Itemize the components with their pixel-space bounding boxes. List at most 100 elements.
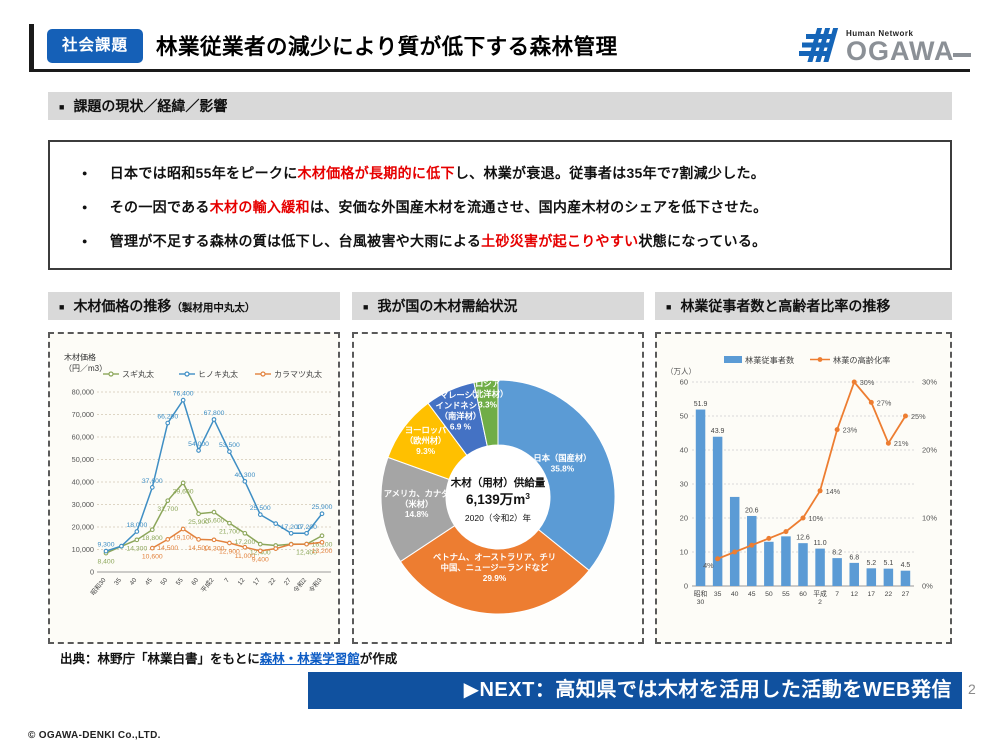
issues-box: ● 日本では昭和55年をピークに木材価格が長期的に低下し、林業が衰退。従事者は35… [48, 140, 952, 270]
svg-text:14,300: 14,300 [126, 545, 147, 552]
svg-text:27%: 27% [877, 398, 892, 407]
svg-text:11.0: 11.0 [814, 540, 827, 547]
bullet-text: 管理が不足する森林の質は低下し、台風被害や大雨による [109, 233, 482, 249]
svg-text:14%: 14% [826, 487, 841, 496]
svg-text:8.2: 8.2 [832, 550, 842, 557]
svg-text:53,500: 53,500 [219, 442, 240, 449]
svg-text:30%: 30% [922, 378, 937, 387]
bar [883, 568, 894, 586]
wood-price-line-chart: 0 10,000 20,000 30,000 40,000 50,000 60,000 70,… [64, 352, 333, 597]
svg-text:40,300: 40,300 [234, 472, 255, 479]
svg-text:10%: 10% [809, 514, 824, 523]
svg-text:20.6: 20.6 [745, 507, 759, 514]
svg-text:23%: 23% [843, 426, 858, 435]
svg-text:70,000: 70,000 [72, 410, 94, 419]
square-bullet-icon: ■ [666, 301, 672, 312]
square-bullet-icon: ■ [59, 101, 65, 112]
section-title-suffix: （製材用中丸太） [171, 302, 256, 314]
source-link[interactable]: 森林・林業学習館 [259, 652, 360, 666]
svg-text:6.8: 6.8 [849, 554, 859, 561]
svg-text:54,000: 54,000 [188, 441, 209, 448]
bar [747, 515, 757, 586]
svg-text:11,000: 11,000 [235, 553, 256, 560]
svg-text:9,300: 9,300 [97, 542, 114, 549]
bullet-text: その一因である [109, 199, 210, 215]
svg-text:18,000: 18,000 [126, 522, 147, 529]
svg-text:21,700: 21,700 [219, 529, 240, 536]
panel-wood-price-line-chart: 0 10,000 20,000 30,000 40,000 50,000 60,000 70,… [48, 332, 340, 644]
svg-text:60: 60 [680, 378, 688, 387]
svg-text:39,600: 39,600 [173, 488, 194, 495]
bullet-text: 状態になっている。 [638, 233, 767, 249]
svg-text:10,600: 10,600 [142, 554, 163, 561]
svg-text:14,500: 14,500 [188, 545, 209, 552]
next-banner: ▶NEXT：高知県では木材を活用した活動をWEB発信 [308, 672, 962, 709]
square-bullet-icon: ■ [59, 301, 65, 312]
svg-text:木材（用材）供給量: 木材（用材）供給量 [450, 476, 546, 489]
svg-text:4%: 4% [703, 561, 714, 570]
svg-text:令和2: 令和2 [291, 575, 308, 594]
svg-text:（円／m3）: （円／m3） [64, 364, 107, 373]
svg-text:27: 27 [902, 591, 910, 598]
svg-text:30: 30 [697, 599, 705, 606]
company-logo: Human Network OGAWA [798, 23, 978, 69]
svg-text:17: 17 [868, 591, 876, 598]
svg-text:25,900: 25,900 [188, 519, 209, 526]
svg-text:10,000: 10,000 [72, 545, 94, 554]
bar [781, 536, 791, 586]
svg-text:林業従事者数: 林業従事者数 [745, 355, 794, 365]
svg-text:0%: 0% [922, 582, 933, 591]
svg-text:平成2: 平成2 [198, 575, 215, 594]
svg-text:31,700: 31,700 [157, 506, 178, 513]
svg-text:ヒノキ丸太: ヒノキ丸太 [198, 369, 238, 379]
svg-text:2020（令和2）年: 2020（令和2）年 [465, 513, 532, 523]
svg-text:27: 27 [283, 577, 293, 587]
svg-text:ロシア（北洋材）3.3%: ロシア（北洋材） 3.3% [467, 379, 509, 410]
svg-text:35: 35 [714, 591, 722, 598]
source-suffix: が作成 [359, 652, 398, 666]
category-badge: 社会課題 [47, 29, 143, 63]
bar [832, 558, 842, 586]
svg-text:25,500: 25,500 [250, 505, 271, 512]
svg-text:木材価格: 木材価格 [64, 352, 96, 362]
wood-supply-donut-chart: 日本（国産材） 35.8% ベトナム、オーストラリア、チリ中国、ニュージーランドなど… [380, 379, 616, 615]
svg-text:4.5: 4.5 [901, 562, 911, 569]
svg-text:40,000: 40,000 [72, 478, 94, 487]
svg-text:13,200: 13,200 [312, 548, 333, 555]
pie-slice [399, 524, 590, 615]
svg-text:19,100: 19,100 [173, 535, 194, 542]
svg-text:10: 10 [680, 548, 688, 557]
svg-text:昭和: 昭和 [694, 589, 708, 598]
logo-hash-icon [799, 28, 839, 62]
svg-text:16,100: 16,100 [312, 541, 333, 548]
svg-text:51.9: 51.9 [694, 401, 708, 408]
header-underline [29, 69, 970, 72]
bar [849, 562, 859, 586]
svg-text:22: 22 [885, 591, 893, 598]
bar [900, 570, 911, 586]
section-title: 林業従事者数と高齢者比率の推移 [680, 298, 891, 314]
svg-text:8,400: 8,400 [97, 559, 114, 566]
svg-text:ヨーロッパ（欧州材）9.3%: ヨーロッパ（欧州材） 9.3% [405, 425, 447, 456]
svg-text:12,400: 12,400 [296, 550, 317, 557]
svg-text:令和3: 令和3 [306, 575, 323, 594]
bar [815, 548, 825, 586]
svg-text:60,000: 60,000 [72, 433, 94, 442]
svg-text:67,800: 67,800 [204, 410, 225, 417]
svg-text:5.2: 5.2 [866, 560, 876, 567]
svg-text:12,900: 12,900 [219, 548, 240, 555]
svg-text:平成: 平成 [813, 589, 827, 598]
section-header-supply-chart: ■ 我が国の木材需給状況 [352, 292, 644, 320]
bullet-item: ● その一因である木材の輸入緩和は、安価な外国産木材を流通させ、国内産木材のシェア… [82, 197, 940, 217]
panel-forestry-workers-chart: 0 10 20 30 40 50 60 0% 10% 20% 30% （万人） 林業従事者数 林業の高齢化… [655, 332, 952, 644]
svg-text:17,200: 17,200 [296, 524, 317, 531]
copyright: © OGAWA-DENKI Co.,LTD. [28, 730, 161, 741]
svg-text:マレーシアインドネシア（南洋材）6.9 %: マレーシアインドネシア（南洋材） 6.9 % [436, 390, 486, 431]
svg-text:40: 40 [731, 591, 739, 598]
page-number: 2 [968, 681, 976, 697]
source-note: 出典：林野庁「林業白書」をもとに森林・林業学習館が作成 [60, 648, 397, 667]
section-title: 木材価格の推移 [73, 298, 172, 314]
svg-text:60: 60 [799, 591, 807, 598]
forestry-workers-bar-line-chart: 0 10 20 30 40 50 60 0% 10% 20% 30% （万人） 林業従事者数 林業の高齢化… [666, 355, 937, 606]
